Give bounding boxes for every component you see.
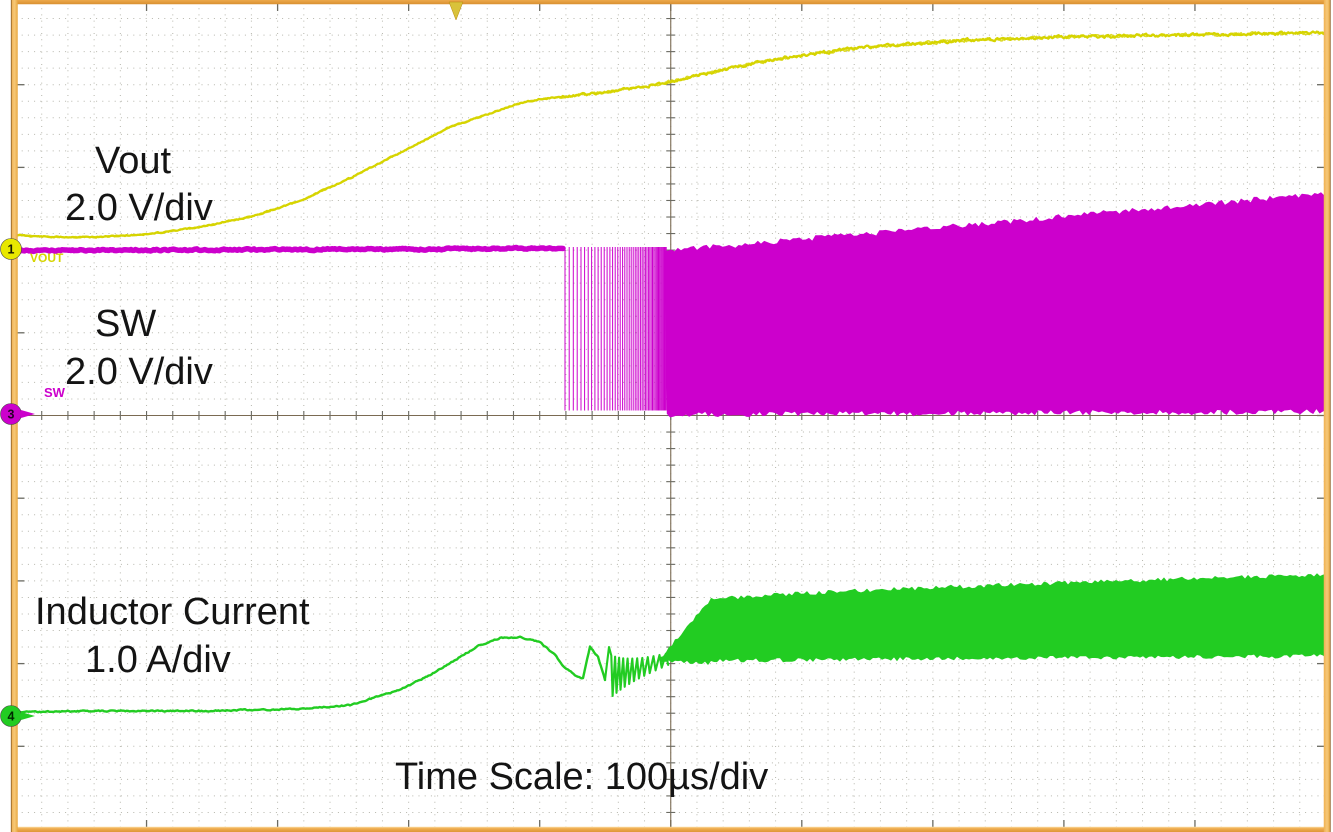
svg-text:4: 4 <box>8 710 15 724</box>
svg-text:3: 3 <box>8 408 15 422</box>
svg-text:1: 1 <box>8 243 15 257</box>
svg-text:SW: SW <box>44 385 66 400</box>
